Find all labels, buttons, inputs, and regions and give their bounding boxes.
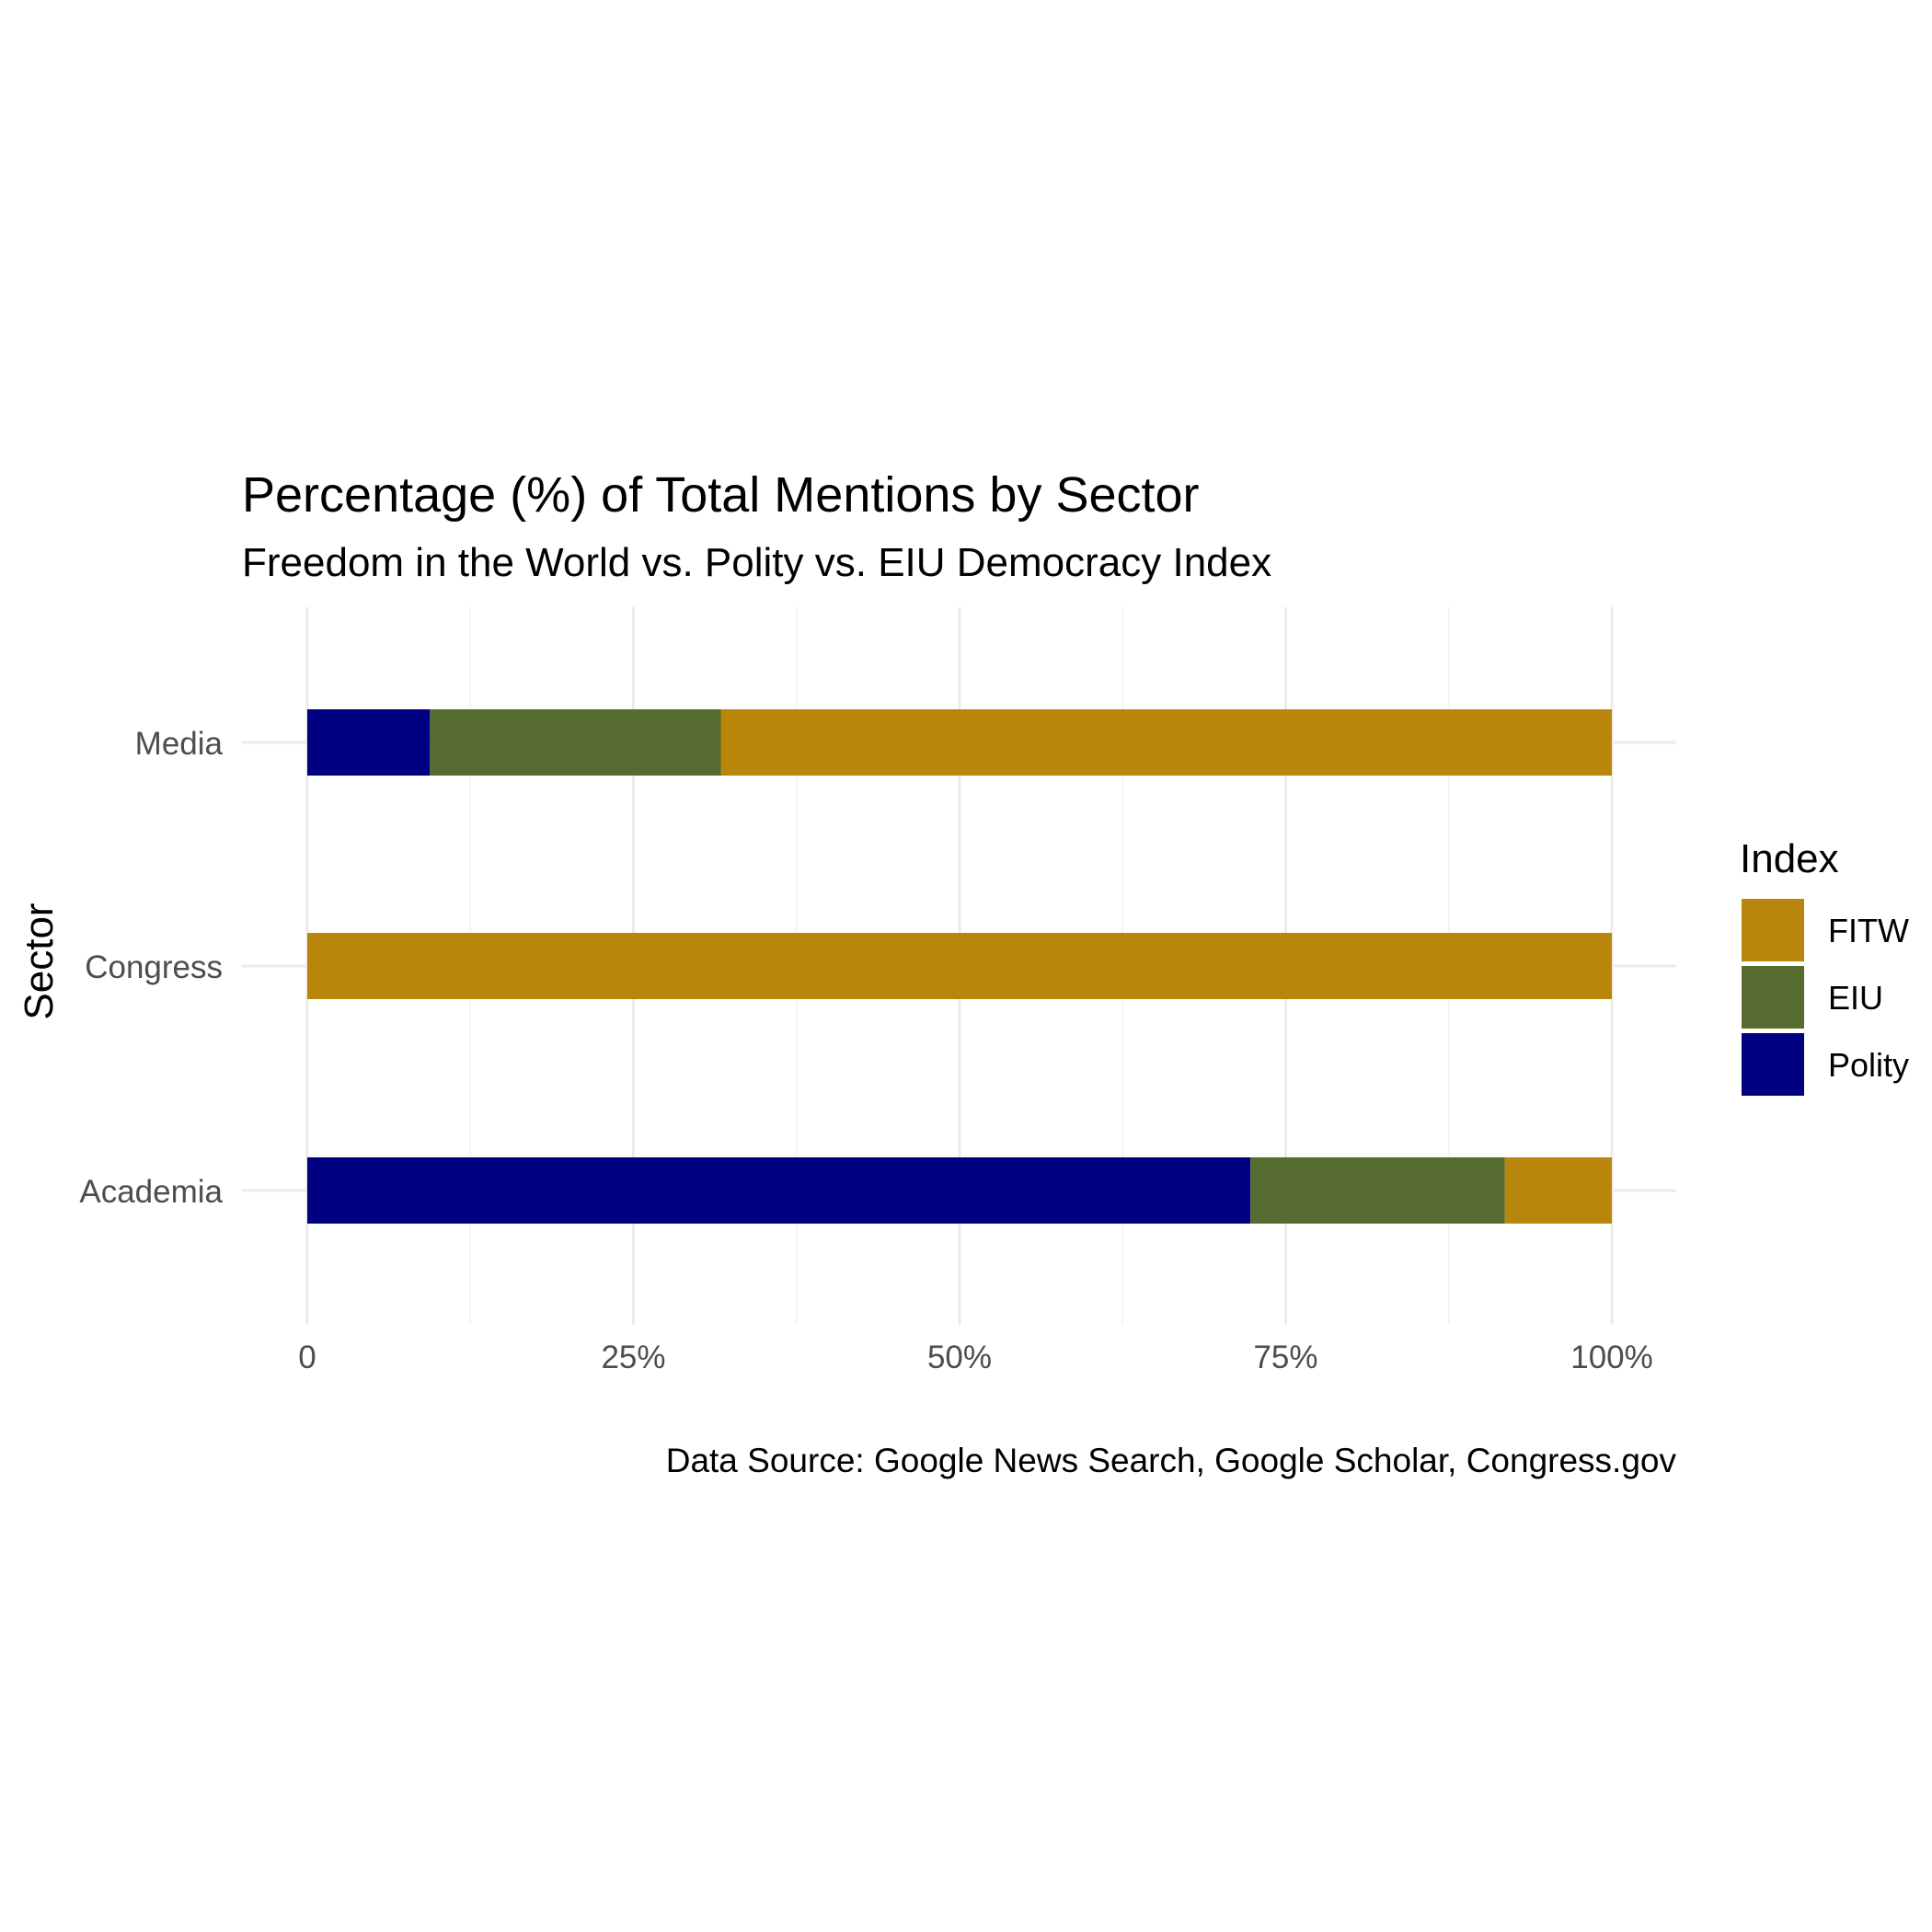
y-tick-label: Academia [79, 1174, 223, 1210]
chart-caption: Data Source: Google News Search, Google … [666, 1442, 1677, 1479]
legend-label-fitw: FITW [1828, 912, 1909, 949]
bar-media-fitw [720, 709, 1612, 776]
bar-academia-fitw [1504, 1157, 1612, 1224]
legend-swatch-polity [1742, 1033, 1804, 1096]
bar-congress-fitw [307, 933, 1612, 999]
legend-title: Index [1740, 836, 1839, 881]
x-tick-label: 0 [298, 1340, 316, 1375]
x-tick-label: 50% [927, 1340, 992, 1375]
bar-academia-polity [307, 1157, 1251, 1224]
y-axis-title: Sector [17, 903, 62, 1019]
x-tick-label: 75% [1253, 1340, 1317, 1375]
bar-media-eiu [430, 709, 721, 776]
y-tick-label: Media [135, 726, 224, 762]
x-tick-label: 25% [601, 1340, 665, 1375]
bar-media-polity [307, 709, 431, 776]
bar-academia-eiu [1250, 1157, 1505, 1224]
bars-layer [307, 709, 1612, 1224]
legend-swatch-fitw [1742, 899, 1804, 961]
legend-label-polity: Polity [1828, 1046, 1909, 1084]
legend: Index FITW EIU Polity [1740, 836, 1909, 1096]
legend-label-eiu: EIU [1828, 979, 1883, 1017]
chart-subtitle: Freedom in the World vs. Polity vs. EIU … [242, 540, 1271, 585]
chart-title: Percentage (%) of Total Mentions by Sect… [242, 467, 1200, 523]
y-tick-label: Congress [85, 949, 223, 985]
legend-swatch-eiu [1742, 966, 1804, 1029]
x-tick-label: 100% [1570, 1340, 1653, 1375]
axis-layer: Media Congress Academia 0 25% 50% 75% 100% [79, 726, 1652, 1375]
